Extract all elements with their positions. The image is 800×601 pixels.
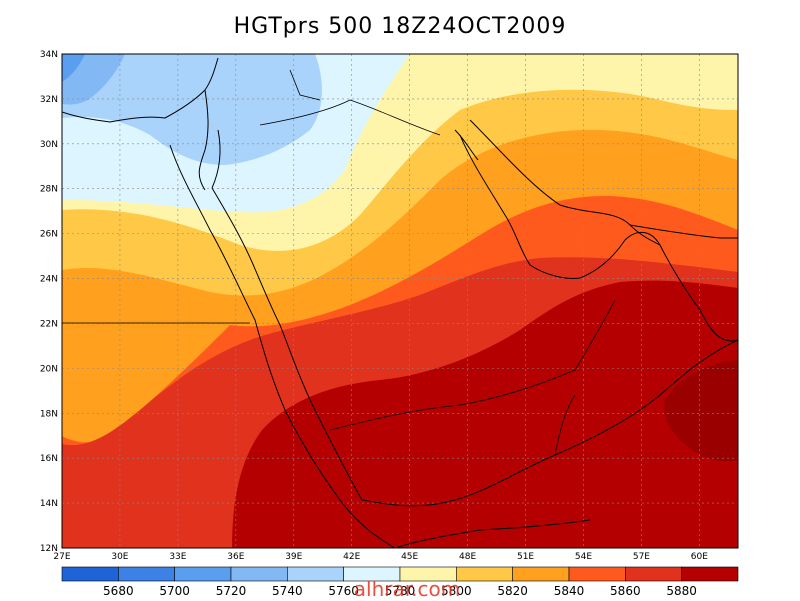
height-field xyxy=(62,54,738,548)
longitude-tick-label: 54E xyxy=(575,552,592,562)
coast-mediterranean xyxy=(62,57,219,123)
border-saudi-oman xyxy=(574,299,616,371)
band-5760 xyxy=(62,54,322,165)
colorbar-level-label: 5860 xyxy=(610,584,641,598)
band-5900-core xyxy=(664,360,738,462)
colorbar-level-label: 5700 xyxy=(159,584,190,598)
longitude-tick-label: 33E xyxy=(169,552,186,562)
latitude-tick-label: 32N xyxy=(40,95,58,105)
colorbar-swatch xyxy=(174,566,232,582)
latitude-tick-label: 18N xyxy=(40,409,58,419)
colorbar-swatch xyxy=(230,566,288,582)
colorbar-swatch xyxy=(512,566,570,582)
longitude-tick-label: 27E xyxy=(53,552,70,562)
latitude-tick-label: 24N xyxy=(40,275,58,285)
colorbar-level-label: 5680 xyxy=(103,584,134,598)
colorbar-level-label: 5780 xyxy=(385,584,416,598)
longitude-tick-label: 51E xyxy=(517,552,534,562)
latitude-tick-label: 28N xyxy=(40,185,58,195)
colorbar-swatch xyxy=(681,566,739,582)
coast-persian-gulf-west xyxy=(459,134,581,279)
latitude-tick-label: 22N xyxy=(40,319,58,329)
latitude-tick-label: 26N xyxy=(40,230,58,240)
latitude-tick-label: 16N xyxy=(40,454,58,464)
latitude-tick-label: 12N xyxy=(40,544,58,554)
latitude-labels: 34N 32N 30N 28N 26N 24N 22N 20N 18N 16N 14N 12N xyxy=(40,50,58,554)
coast-redsea-east xyxy=(211,187,363,501)
graticule xyxy=(62,54,738,548)
political-borders xyxy=(62,69,616,456)
coast-redsea-west xyxy=(169,144,396,548)
longitude-tick-label: 60E xyxy=(691,552,708,562)
plot-frame xyxy=(61,53,739,549)
latitude-tick-label: 20N xyxy=(40,364,58,374)
longitude-tick-label: 45E xyxy=(401,552,418,562)
border-saudi-yemen xyxy=(329,369,576,431)
coast-kuwait xyxy=(454,129,479,161)
colorbar-level-label: 5760 xyxy=(328,584,359,598)
colorbar-swatch xyxy=(625,566,682,582)
coast-iran xyxy=(629,224,738,239)
border-oman-yemen xyxy=(554,394,576,456)
longitude-tick-label: 57E xyxy=(633,552,650,562)
longitude-tick-label: 36E xyxy=(227,552,244,562)
coastlines xyxy=(62,57,738,548)
coast-persian-gulf-east xyxy=(469,119,661,246)
border-jordan-iraq xyxy=(289,69,321,101)
latitude-tick-label: 30N xyxy=(40,140,58,150)
colorbar-level-label: 5880 xyxy=(666,584,697,598)
colorbar-level-label: 5740 xyxy=(272,584,303,598)
band-5840-pocket xyxy=(62,320,230,443)
band-5720 xyxy=(62,54,85,82)
coast-sinai xyxy=(198,89,209,191)
longitude-tick-label: 48E xyxy=(459,552,476,562)
map-title: HGTprs 500 18Z24OCT2009 xyxy=(233,14,567,39)
colorbar-swatch xyxy=(287,566,344,582)
colorbar-swatch xyxy=(61,566,119,582)
colorbar-level-label: 5720 xyxy=(216,584,247,598)
coast-horn xyxy=(394,519,591,548)
watermark: alhrar.com xyxy=(353,577,461,601)
colorbar: 5680 5700 5720 5740 5760 5780 5800 5820 5840 5860… xyxy=(61,566,739,598)
longitude-tick-label: 39E xyxy=(285,552,302,562)
colorbar-level-label: 5840 xyxy=(554,584,585,598)
colorbar-level-label: 5800 xyxy=(441,584,472,598)
colorbar-swatch xyxy=(118,566,175,582)
band-5900 xyxy=(232,280,738,548)
coast-oman xyxy=(579,231,738,342)
longitude-tick-label: 30E xyxy=(111,552,128,562)
colorbar-swatch xyxy=(568,566,626,582)
latitude-tick-label: 14N xyxy=(40,499,58,509)
longitude-tick-label: 42E xyxy=(343,552,360,562)
colorbar-level-label: 5820 xyxy=(497,584,528,598)
border-saudi-north xyxy=(259,99,441,136)
latitude-tick-label: 34N xyxy=(40,50,58,60)
longitude-labels: 27E 30E 33E 36E 39E 42E 45E 48E 51E 54E 57E 60E xyxy=(53,552,708,562)
coast-aqaba xyxy=(211,129,221,189)
